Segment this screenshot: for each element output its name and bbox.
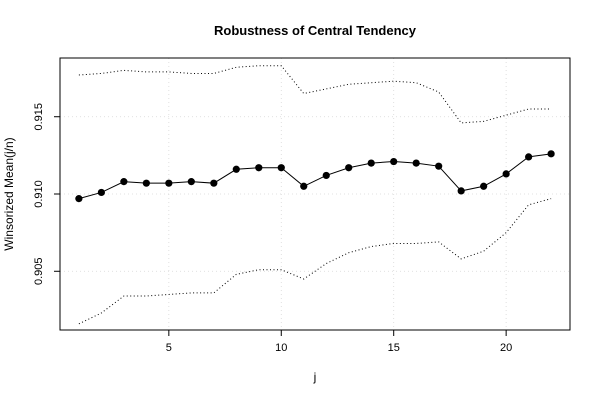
x-tick-label: 5 xyxy=(166,342,172,354)
winsorized-mean-point xyxy=(75,195,83,203)
winsorized-mean-point xyxy=(457,187,465,195)
winsorized-mean-point xyxy=(97,188,105,197)
winsorized-mean-point xyxy=(435,162,443,170)
winsorized-mean-point xyxy=(255,164,263,172)
y-tick-label: 0.915 xyxy=(33,103,45,131)
winsorized-mean-point xyxy=(210,179,218,187)
x-tick-label: 10 xyxy=(275,342,287,354)
winsorized-mean-point xyxy=(300,182,308,190)
x-tick-label: 20 xyxy=(500,342,512,354)
winsorized-mean-line xyxy=(78,153,552,200)
chart-title: Robustness of Central Tendency xyxy=(214,23,417,38)
winsorized-mean-point xyxy=(120,178,128,186)
y-axis-label: Winsorized Mean(j/n) xyxy=(2,137,16,250)
winsorized-mean-point xyxy=(142,179,150,187)
confidence-band xyxy=(78,65,552,325)
winsorized-mean-point xyxy=(277,164,285,172)
winsorized-mean-point xyxy=(525,153,533,161)
winsorized-mean-point xyxy=(345,164,353,172)
winsorized-mean-point xyxy=(232,165,240,173)
winsorized-mean-point xyxy=(547,150,555,158)
winsorized-mean-point xyxy=(367,159,375,167)
x-tick-label: 15 xyxy=(388,342,400,354)
winsorized-mean-point xyxy=(165,179,173,187)
upper-band-line xyxy=(78,65,552,124)
y-axis: 0.905 0.910 0.915 xyxy=(33,103,60,285)
lower-band-line xyxy=(78,198,552,325)
grid-lines xyxy=(60,58,570,330)
x-axis-label: j xyxy=(313,370,317,384)
series-layer xyxy=(75,150,555,203)
y-tick-label: 0.910 xyxy=(33,180,45,208)
winsorized-mean-point xyxy=(412,159,420,167)
winsorized-mean-point xyxy=(502,170,510,178)
winsorized-mean-point xyxy=(187,178,195,186)
y-tick-label: 0.905 xyxy=(33,258,45,286)
winsorized-mean-point xyxy=(390,157,398,166)
winsorized-mean-point xyxy=(480,182,488,190)
winsorized-mean-point xyxy=(322,171,330,180)
x-axis: 5 10 15 20 xyxy=(166,330,512,354)
